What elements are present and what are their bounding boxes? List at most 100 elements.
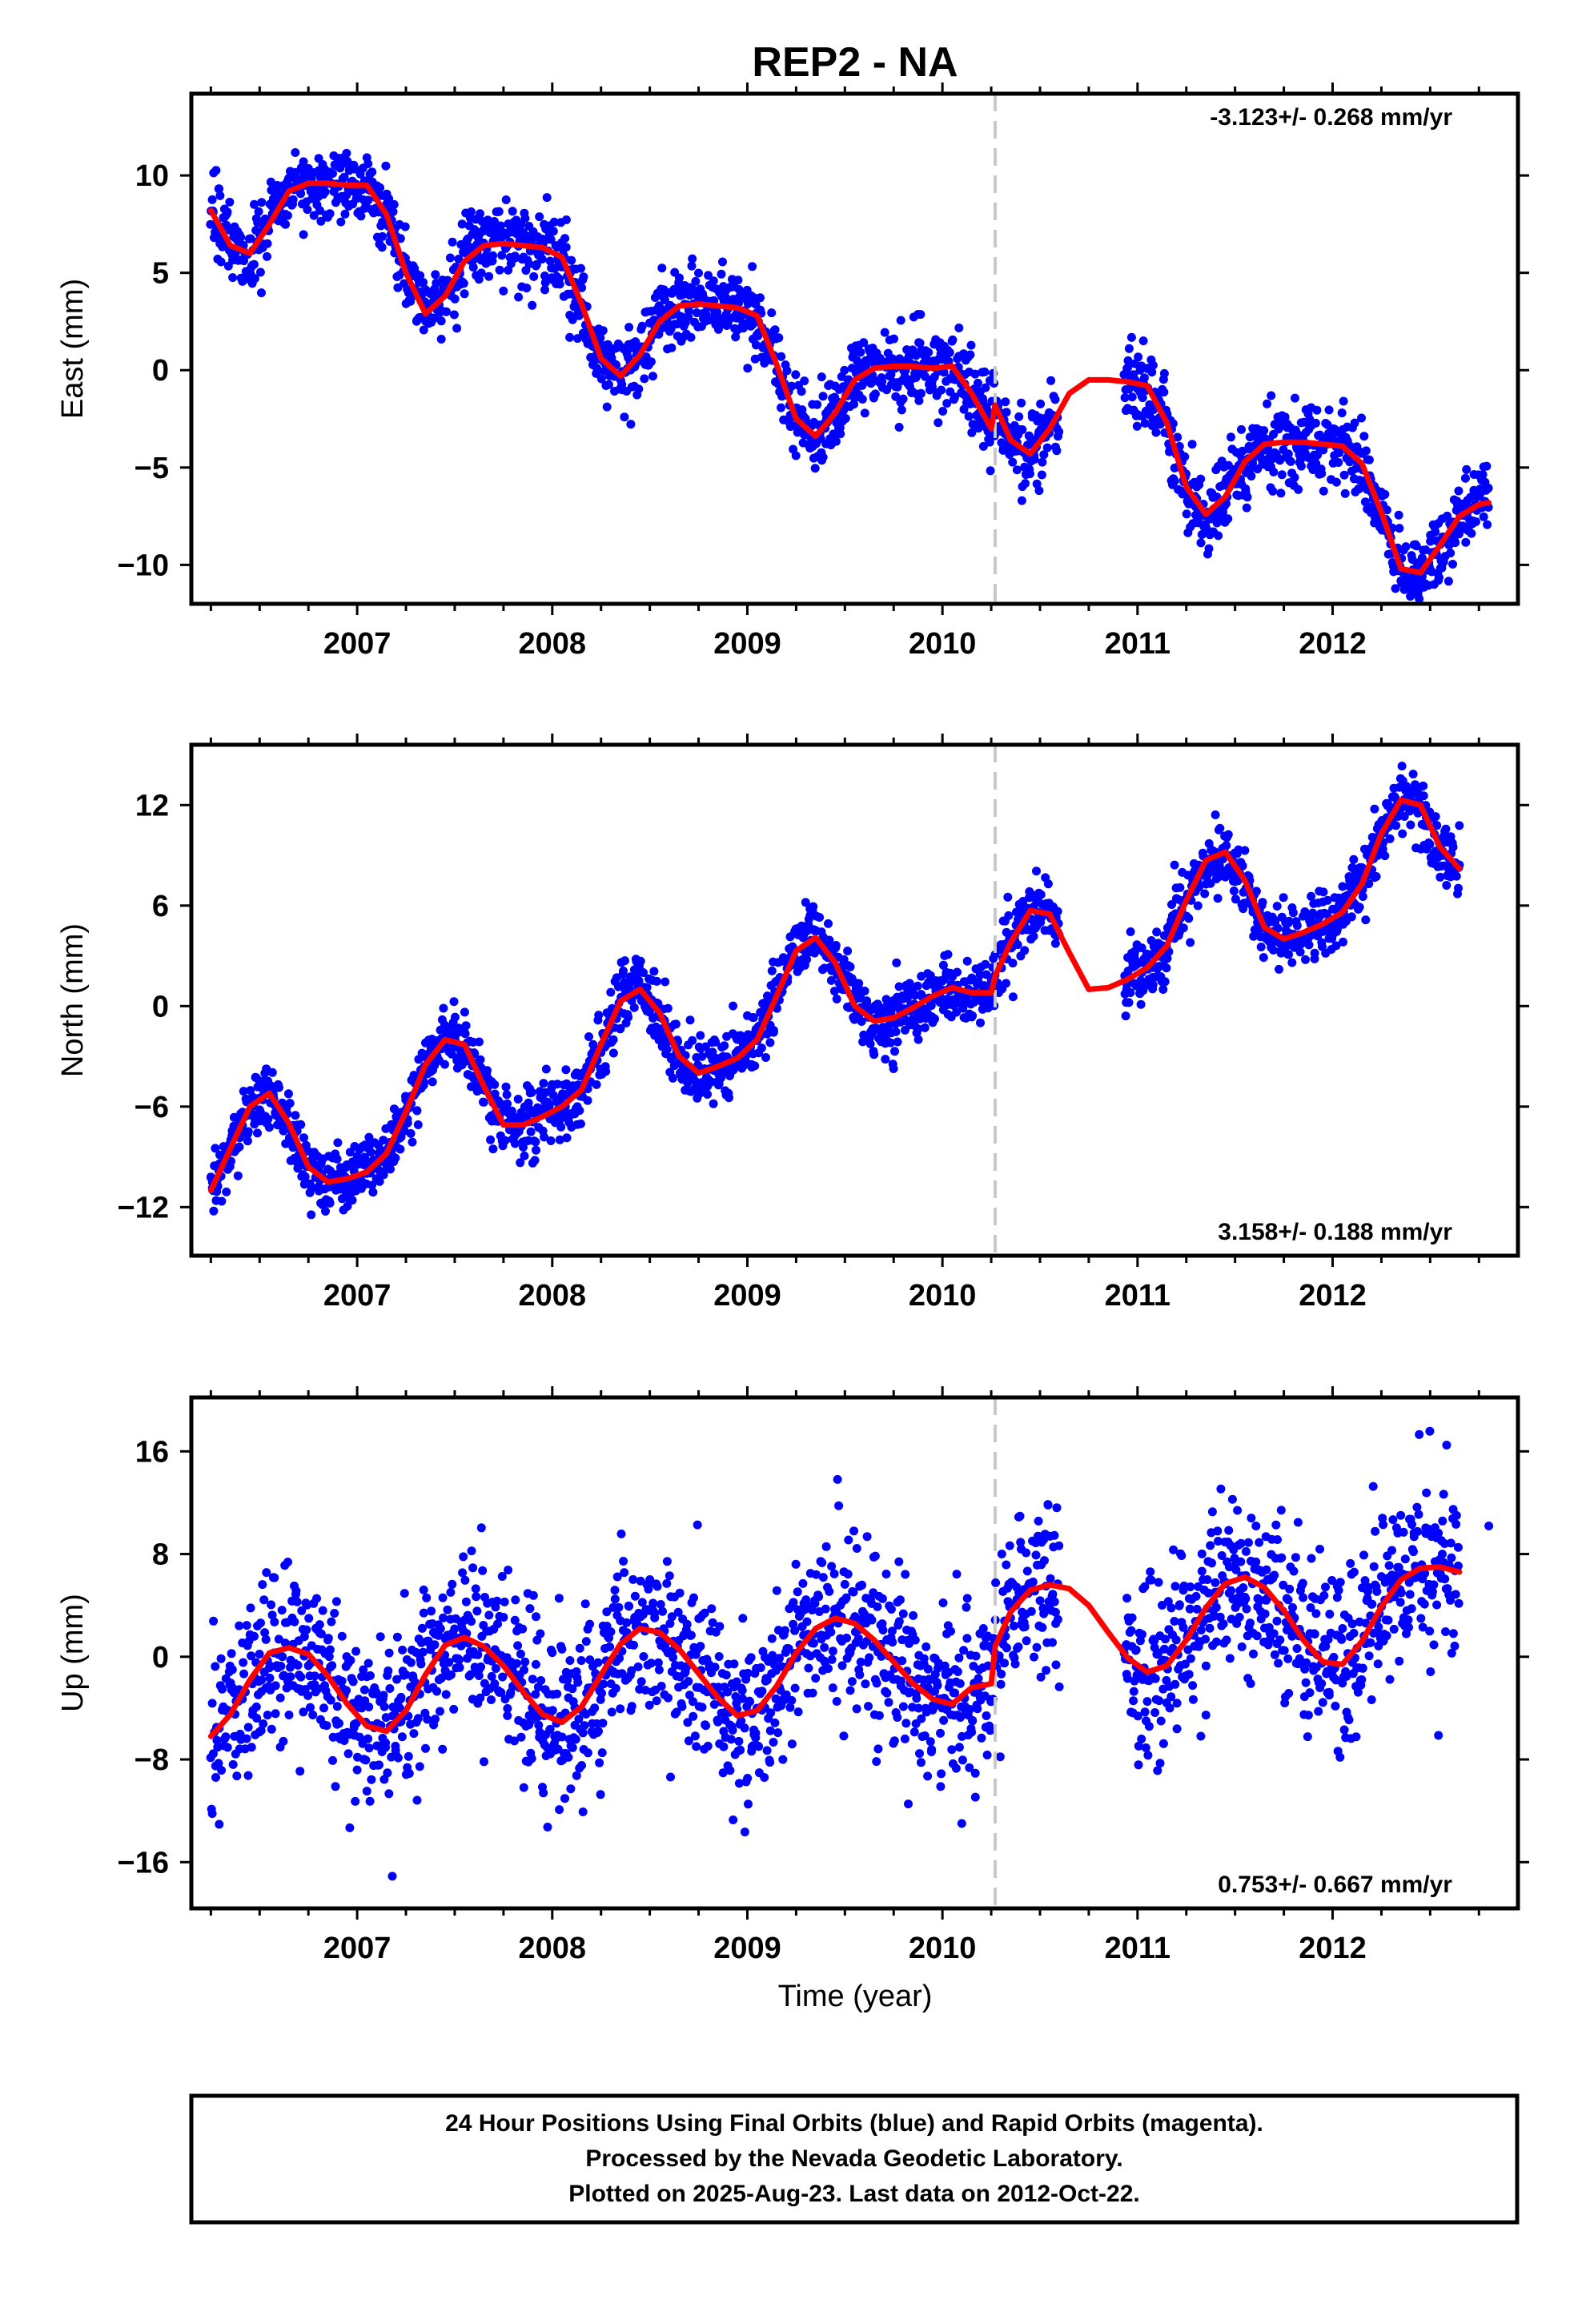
east-data-point: [917, 388, 926, 398]
north-fit-line: [207, 797, 1463, 1193]
north-data-point: [809, 902, 818, 911]
up-data-point: [503, 1703, 512, 1713]
east-data-point: [1123, 356, 1133, 365]
up-data-point: [397, 1732, 407, 1742]
up-data-point: [379, 1702, 389, 1711]
north-data-point: [546, 1136, 556, 1145]
east-data-point: [1017, 398, 1026, 408]
east-data-point: [856, 348, 865, 357]
east-xtick-label: 2007: [323, 627, 391, 661]
up-data-point: [257, 1675, 267, 1685]
up-data-point: [299, 1632, 309, 1642]
up-data-point: [342, 1686, 351, 1695]
east-data-point: [596, 374, 606, 384]
up-data-point: [315, 1620, 324, 1630]
up-data-point: [427, 1606, 436, 1616]
up-data-point: [290, 1617, 299, 1626]
east-data-point: [452, 324, 462, 333]
east-data-point: [1173, 432, 1182, 442]
east-data-point: [684, 306, 693, 316]
east-data-point: [1124, 344, 1134, 353]
east-data-point: [239, 256, 249, 266]
east-data-point: [1380, 489, 1390, 499]
north-ytick-label: 6: [152, 890, 169, 923]
east-data-point: [1426, 537, 1435, 546]
north-data-point: [222, 1187, 231, 1196]
north-data-point: [375, 1176, 384, 1186]
north-data-point: [1167, 900, 1176, 909]
north-data-point: [1200, 889, 1210, 899]
east-data-point: [1002, 408, 1011, 417]
up-data-point: [520, 1657, 530, 1667]
east-data-point: [250, 199, 259, 209]
up-data-point: [436, 1707, 444, 1716]
up-data-point: [221, 1732, 231, 1742]
north-data-point: [275, 1083, 283, 1092]
north-data-point: [391, 1153, 400, 1163]
north-data-point: [530, 1156, 540, 1165]
north-data-point: [364, 1132, 374, 1142]
east-data-point: [1311, 418, 1320, 428]
north-data-point: [1308, 908, 1318, 918]
up-data-point: [327, 1617, 336, 1626]
east-data-point: [1170, 476, 1179, 486]
north-xtick-label: 2012: [1299, 1279, 1367, 1313]
east-data-point: [560, 234, 570, 243]
north-ytick-label: 12: [135, 789, 169, 822]
north-data-point: [802, 955, 812, 964]
north-data-point: [669, 1073, 677, 1083]
east-data-point: [1435, 573, 1443, 582]
east-data-point: [529, 271, 539, 281]
east-data-point: [1050, 395, 1060, 404]
up-data-point: [381, 1743, 390, 1752]
north-data-point: [1448, 842, 1458, 852]
north-data-point: [264, 1123, 274, 1132]
east-data-point: [743, 299, 753, 308]
north-data-point: [1223, 830, 1233, 839]
east-fit-line: [207, 180, 1492, 576]
up-data-point: [306, 1703, 315, 1712]
north-data-point: [1323, 895, 1332, 905]
east-data-point: [555, 279, 564, 289]
up-data-point: [407, 1658, 416, 1667]
east-data-point: [468, 263, 478, 272]
up-data-point: [416, 1659, 426, 1669]
east-data-point: [1339, 470, 1349, 480]
up-data-point: [343, 1749, 353, 1759]
north-data-point: [513, 1095, 523, 1104]
east-data-point: [1294, 485, 1303, 494]
east-data-point: [495, 265, 504, 275]
east-data-point: [340, 209, 350, 219]
up-data-point: [499, 1613, 508, 1622]
up-data-point: [498, 1672, 508, 1682]
east-data-point: [542, 193, 552, 203]
east-data-point: [299, 157, 308, 167]
up-data-point: [322, 1721, 331, 1731]
north-data-point: [1186, 938, 1195, 947]
east-data-point: [508, 207, 517, 216]
east-data-point: [356, 211, 366, 221]
east-data-point: [810, 464, 820, 473]
up-data-point: [367, 1775, 376, 1784]
north-data-point: [1304, 940, 1314, 950]
north-data-point: [1162, 954, 1172, 963]
up-data-point: [291, 1586, 301, 1595]
east-data-point: [281, 219, 291, 229]
north-data-point: [761, 1053, 770, 1062]
east-data-point: [1178, 489, 1187, 499]
up-data-point: [573, 1678, 583, 1687]
up-data-point: [243, 1771, 253, 1780]
east-data-point: [1032, 479, 1042, 489]
east-data-point: [520, 214, 530, 223]
east-data-point: [537, 255, 547, 263]
north-data-point: [649, 967, 659, 976]
up-data-point: [302, 1625, 311, 1634]
north-data-point: [1355, 903, 1364, 912]
east-data-point: [476, 268, 486, 278]
north-data-point: [620, 956, 629, 966]
north-data-point: [1222, 841, 1231, 850]
north-data-point: [703, 1090, 712, 1099]
up-data-point: [242, 1621, 251, 1630]
east-data-point: [1443, 577, 1453, 586]
